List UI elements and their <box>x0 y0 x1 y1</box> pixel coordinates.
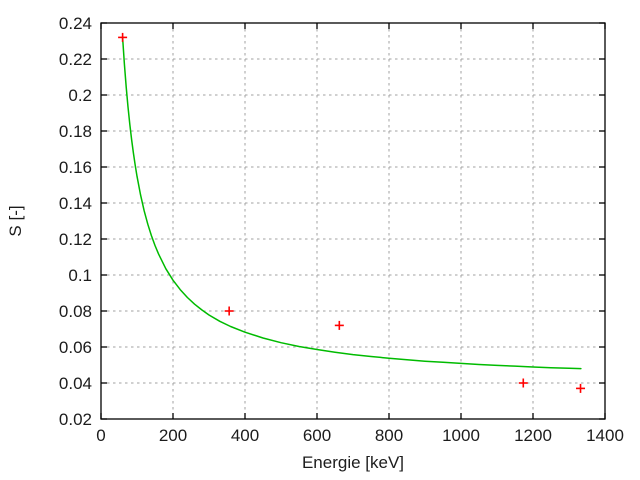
y-tick-label-0.24: 0.24 <box>59 14 92 33</box>
x-tick-label-1200: 1200 <box>514 426 552 445</box>
data-point-layer <box>118 32 586 393</box>
x-tick-labels: 0 200 400 600 800 1000 1200 1400 <box>96 426 624 445</box>
y-tick-label-0.06: 0.06 <box>59 338 92 357</box>
y-tick-labels: 0.02 0.04 0.06 0.08 0.1 0.12 0.14 0.16 0.18 0.2 0.… <box>59 14 92 429</box>
y-tick-label-0.22: 0.22 <box>59 50 92 69</box>
x-tick-label-200: 200 <box>159 426 187 445</box>
y-tick-label-0.04: 0.04 <box>59 374 92 393</box>
plot-border <box>100 22 606 420</box>
data-point-marker-3 <box>518 378 528 388</box>
x-tick-label-600: 600 <box>303 426 331 445</box>
x-tick-label-1000: 1000 <box>442 426 480 445</box>
data-point-marker-1 <box>224 306 234 316</box>
x-tick-label-800: 800 <box>375 426 403 445</box>
y-tick-label-0.12: 0.12 <box>59 230 92 249</box>
x-tick-label-400: 400 <box>231 426 259 445</box>
y-tick-label-0.1: 0.1 <box>68 266 92 285</box>
y-tick-label-0.08: 0.08 <box>59 302 92 321</box>
x-axis-label: Energie [keV] <box>302 453 404 472</box>
data-point-marker-2 <box>334 320 344 330</box>
y-tick-label-0.18: 0.18 <box>59 122 92 141</box>
grid-lines <box>101 23 605 419</box>
axis-ticks <box>100 22 606 420</box>
fit-curve-line <box>121 36 582 370</box>
fit-curve-layer <box>121 36 582 370</box>
data-point-marker-0 <box>118 32 128 42</box>
data-point-marker-4 <box>576 383 586 393</box>
y-tick-label-0.2: 0.2 <box>68 86 92 105</box>
y-tick-label-0.02: 0.02 <box>59 410 92 429</box>
x-tick-label-0: 0 <box>96 426 105 445</box>
y-axis-label: S [-] <box>6 205 25 236</box>
x-tick-label-1400: 1400 <box>586 426 624 445</box>
y-tick-label-0.16: 0.16 <box>59 158 92 177</box>
y-tick-label-0.14: 0.14 <box>59 194 92 213</box>
